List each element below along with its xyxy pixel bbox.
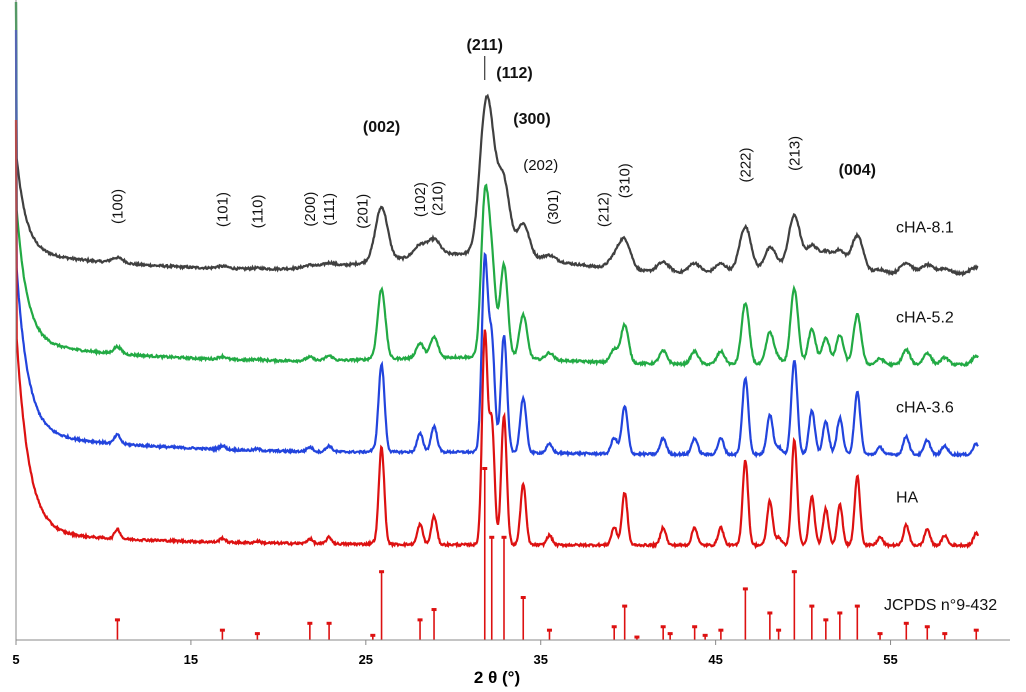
reference-stick-cap <box>823 618 829 622</box>
hkl-label: (211) <box>467 37 503 54</box>
x-tick-labels: 5 15 25 35 45 55 <box>12 640 898 667</box>
hkl-label: (200) <box>302 192 319 227</box>
reference-pattern <box>114 467 979 640</box>
reference-stick-cap <box>973 628 979 632</box>
reference-stick-cap <box>482 467 488 470</box>
reference-stick-cap <box>417 618 423 622</box>
hkl-label: (100) <box>109 189 126 224</box>
hkl-label: (210) <box>430 181 447 216</box>
reference-stick-cap <box>326 621 332 625</box>
x-tick-label: 55 <box>883 652 897 667</box>
reference-stick-cap <box>501 535 507 539</box>
reference-stick-cap <box>776 628 782 632</box>
trace-cha-5-2 <box>14 1 979 369</box>
reference-stick-cap <box>809 604 815 608</box>
hkl-label: (300) <box>513 111 550 128</box>
reference-stick-cap <box>667 632 673 636</box>
hkl-label: (111) <box>321 193 338 226</box>
hkl-label: (301) <box>545 190 562 225</box>
reference-stick-cap <box>837 611 843 615</box>
hkl-label: (002) <box>363 119 400 136</box>
hkl-label: (112) <box>496 65 532 82</box>
x-tick-label: 35 <box>533 652 547 667</box>
reference-stick-cap <box>718 628 724 632</box>
reference-stick-cap <box>742 587 748 591</box>
reference-stick-cap <box>307 621 313 625</box>
reference-stick-cap <box>431 608 437 612</box>
hkl-label: (102) <box>412 182 429 217</box>
series-label-3: HA <box>896 490 919 507</box>
hkl-label: (110) <box>249 195 266 229</box>
x-tick-label: 15 <box>184 652 198 667</box>
reference-stick-cap <box>702 633 708 637</box>
hkl-label: (004) <box>839 162 876 179</box>
reference-stick-cap <box>114 618 120 622</box>
reference-stick-cap <box>254 632 260 636</box>
reference-stick-cap <box>370 633 376 637</box>
reference-stick-cap <box>611 625 617 629</box>
reference-stick-cap <box>634 635 640 639</box>
reference-stick-cap <box>942 632 948 636</box>
reference-stick-cap <box>791 570 797 574</box>
xrd-traces: cHA-8.1 cHA-5.2 cHA-3.6 HA <box>14 1 980 550</box>
reference-stick-cap <box>660 625 666 629</box>
trace-cha-8-1 <box>14 1 979 278</box>
series-label-2: cHA-3.6 <box>896 400 954 417</box>
hkl-label: (212) <box>596 192 613 227</box>
reference-stick-cap <box>692 625 698 629</box>
reference-stick-cap <box>854 604 860 608</box>
reference-stick-cap <box>379 570 385 574</box>
series-label-0: cHA-8.1 <box>896 220 954 237</box>
x-axis-title: 2 θ (°) <box>474 668 520 687</box>
hkl-label: (310) <box>617 163 634 198</box>
reference-stick-cap <box>877 632 883 636</box>
trace-cha-3-6 <box>14 29 979 459</box>
reference-stick-cap <box>546 628 552 632</box>
reference-stick-cap <box>520 596 526 599</box>
x-tick-label: 45 <box>708 652 722 667</box>
reference-stick-cap <box>767 611 773 615</box>
x-tick-label: 5 <box>12 652 19 667</box>
reference-stick-cap <box>489 535 495 539</box>
axes <box>15 0 1010 641</box>
reference-stick-cap <box>219 628 225 632</box>
hkl-label: (201) <box>354 194 371 229</box>
x-tick-label: 25 <box>359 652 373 667</box>
hkl-label: (202) <box>523 157 558 174</box>
hkl-label: (101) <box>214 192 231 227</box>
series-label-1: cHA-5.2 <box>896 310 954 327</box>
trace-ha <box>14 119 980 550</box>
hkl-label: (213) <box>786 136 803 171</box>
reference-stick-cap <box>903 621 909 625</box>
reference-stick-cap <box>622 604 628 608</box>
hkl-label: (222) <box>737 147 754 182</box>
reference-stick-cap <box>924 625 930 629</box>
reference-label: JCPDS n°9-432 <box>884 597 997 614</box>
hkl-annotations: (100) (101) (110) (200) (111) (201) (002) (102)… <box>109 37 876 229</box>
